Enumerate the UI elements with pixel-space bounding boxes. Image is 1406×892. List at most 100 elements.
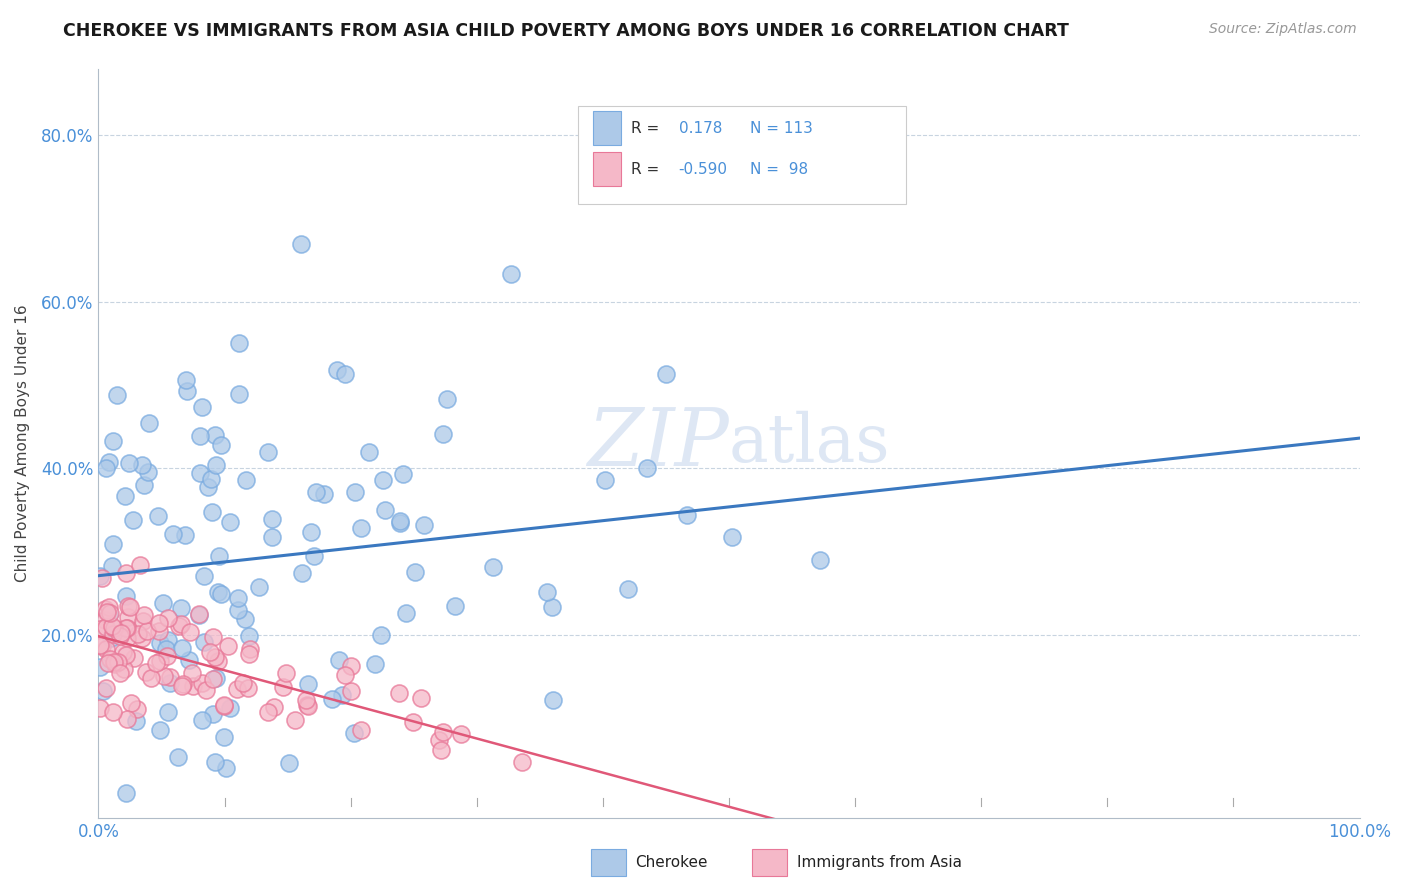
Point [96,605,118,619]
Point [364,657,387,671]
Text: CHEROKEE VS IMMIGRANTS FROM ASIA CHILD POVERTY AMONG BOYS UNDER 16 CORRELATION C: CHEROKEE VS IMMIGRANTS FROM ASIA CHILD P… [63,22,1069,40]
Text: Source: ZipAtlas.com: Source: ZipAtlas.com [1209,22,1357,37]
Point [172,679,194,693]
Point [191,713,214,727]
Point [326,363,349,377]
Point [159,670,181,684]
Point [297,677,319,691]
Point [170,641,193,656]
Point [89,622,111,636]
Point [120,696,142,710]
Point [219,701,242,715]
Point [218,515,240,529]
Point [197,480,219,494]
Y-axis label: Child Poverty Among Boys Under 16: Child Poverty Among Boys Under 16 [15,305,30,582]
Point [193,635,215,649]
Point [247,580,270,594]
Point [89,701,111,715]
Point [209,438,232,452]
Point [121,513,143,527]
Text: 0.178: 0.178 [679,120,721,136]
Point [350,521,373,535]
Point [215,761,238,775]
Point [181,679,204,693]
Point [290,237,312,252]
Point [100,631,122,645]
Point [110,625,132,640]
Point [510,756,533,770]
Point [450,726,472,740]
Point [188,429,211,443]
Point [409,690,432,705]
Point [112,662,135,676]
Point [202,673,225,687]
Point [152,595,174,609]
Point [388,516,411,530]
Point [214,731,236,745]
Point [97,455,120,469]
Point [176,384,198,399]
Point [169,617,191,632]
Point [193,569,215,583]
Point [330,688,353,702]
Point [114,489,136,503]
Point [157,705,180,719]
Point [173,528,195,542]
Point [212,698,235,713]
Point [340,684,363,698]
Point [295,693,318,707]
Point [115,712,138,726]
Point [482,560,505,574]
Point [148,615,170,630]
Point [94,681,117,696]
Point [427,732,450,747]
Point [187,607,209,621]
Point [157,632,180,647]
Point [373,473,395,487]
Point [125,714,148,728]
Point [328,653,350,667]
Point [593,473,616,487]
Point [117,609,139,624]
Point [104,657,127,672]
Point [541,693,564,707]
Point [172,676,194,690]
Point [228,387,250,401]
Point [117,599,139,613]
Point [430,742,453,756]
Point [101,558,124,573]
Point [115,621,138,635]
Point [260,531,283,545]
Text: -0.590: -0.590 [679,161,727,177]
Text: R =: R = [631,161,664,177]
Point [90,571,112,585]
Text: ZIP: ZIP [588,405,728,483]
Point [157,611,180,625]
Point [541,599,564,614]
Point [501,268,523,282]
Point [132,615,155,629]
Point [97,600,120,615]
Point [217,640,239,654]
Point [159,676,181,690]
Point [167,750,190,764]
Point [228,603,250,617]
Point [120,599,142,614]
Point [129,558,152,573]
Point [350,723,373,737]
Point [208,549,231,563]
Point [181,666,204,681]
Point [357,445,380,459]
Point [808,553,831,567]
Point [201,505,224,519]
Point [636,461,658,475]
Point [148,636,170,650]
Point [205,671,228,685]
Point [103,434,125,448]
Point [145,656,167,670]
Point [291,566,314,580]
Point [131,631,153,645]
Text: R =: R = [631,120,664,136]
Point [617,582,640,597]
Point [190,400,212,414]
